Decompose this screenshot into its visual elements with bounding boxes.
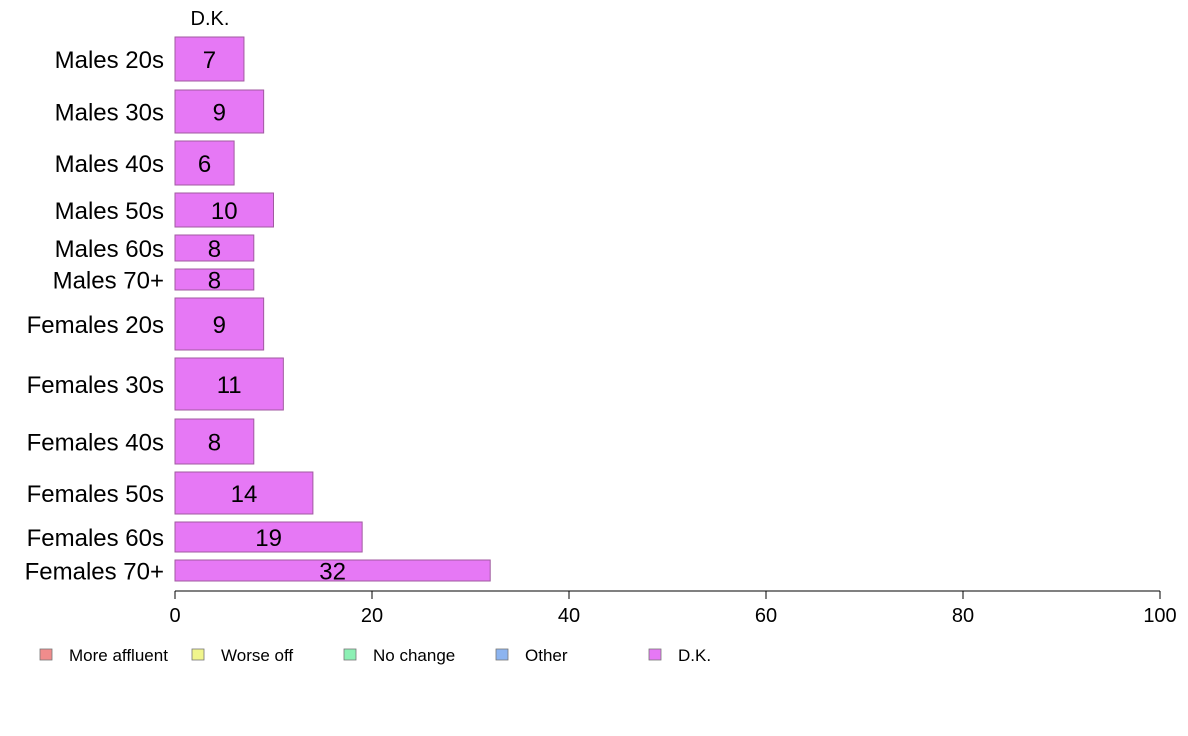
bars-group: Males 20s 7 Males 30s 9 Males 40s 6 Males 50s 1… (25, 36, 491, 586)
legend-label-d-k: D.K. (678, 646, 711, 665)
category-label-females-60s: Females 60s (27, 525, 164, 552)
legend-label-more-affluent: More affluent (69, 646, 168, 665)
legend-swatch-more-affluent (39, 648, 53, 661)
bar-females-30s (174, 357, 284, 411)
x-tick-label-0: 0 (169, 605, 180, 627)
x-axis: 0 20 40 60 80 100 (169, 590, 1177, 627)
column-header: D.K. (191, 8, 230, 30)
value-label-females-60s: 19 (255, 525, 282, 552)
legend-swatch-no-change (343, 648, 357, 661)
x-tick-label-80: 80 (952, 605, 974, 627)
value-label-females-20s: 9 (213, 312, 226, 339)
legend-swatch-other (495, 648, 509, 661)
category-label-males-30s: Males 30s (55, 100, 164, 127)
value-label-females-50s: 14 (231, 481, 258, 508)
value-label-males-70plus: 8 (208, 268, 221, 295)
bar-females-60s (174, 521, 363, 553)
bar-females-50s (174, 471, 314, 515)
value-label-females-70plus: 32 (319, 559, 346, 586)
value-label-males-30s: 9 (213, 100, 226, 127)
category-label-females-30s: Females 30s (27, 372, 164, 399)
category-label-females-40s: Females 40s (27, 430, 164, 457)
legend-label-worse-off: Worse off (221, 646, 293, 665)
category-label-males-40s: Males 40s (55, 151, 164, 178)
value-label-females-40s: 8 (208, 430, 221, 457)
bar-males-70plus (174, 268, 255, 291)
bar-females-20s (174, 297, 265, 351)
bar-males-50s (174, 192, 274, 228)
bar-females-40s (174, 418, 255, 465)
category-label-males-20s: Males 20s (55, 47, 164, 74)
value-label-females-30s: 11 (217, 372, 242, 399)
legend-label-other: Other (525, 646, 568, 665)
category-label-males-70plus: Males 70+ (53, 268, 164, 295)
bar-males-20s (174, 36, 245, 82)
bar-males-30s (174, 89, 265, 134)
bar-males-60s (174, 234, 255, 262)
bar-males-40s (174, 140, 235, 186)
category-label-females-50s: Females 50s (27, 481, 164, 508)
legend: More affluent Worse off No change Other D.K. (39, 646, 711, 665)
category-label-females-20s: Females 20s (27, 312, 164, 339)
legend-label-no-change: No change (373, 646, 455, 665)
bar-females-70plus (174, 559, 491, 582)
x-tick-label-20: 20 (361, 605, 383, 627)
value-label-males-40s: 6 (198, 151, 211, 178)
category-label-females-70plus: Females 70+ (25, 559, 164, 586)
x-tick-label-100: 100 (1143, 605, 1176, 627)
x-tick-label-40: 40 (558, 605, 580, 627)
category-label-males-50s: Males 50s (55, 198, 164, 225)
legend-swatch-worse-off (191, 648, 205, 661)
value-label-males-60s: 8 (208, 236, 221, 263)
legend-swatch-d-k (648, 648, 662, 661)
value-label-males-20s: 7 (203, 47, 216, 74)
x-tick-label-60: 60 (755, 605, 777, 627)
category-label-males-60s: Males 60s (55, 236, 164, 263)
value-label-males-50s: 10 (211, 198, 238, 225)
